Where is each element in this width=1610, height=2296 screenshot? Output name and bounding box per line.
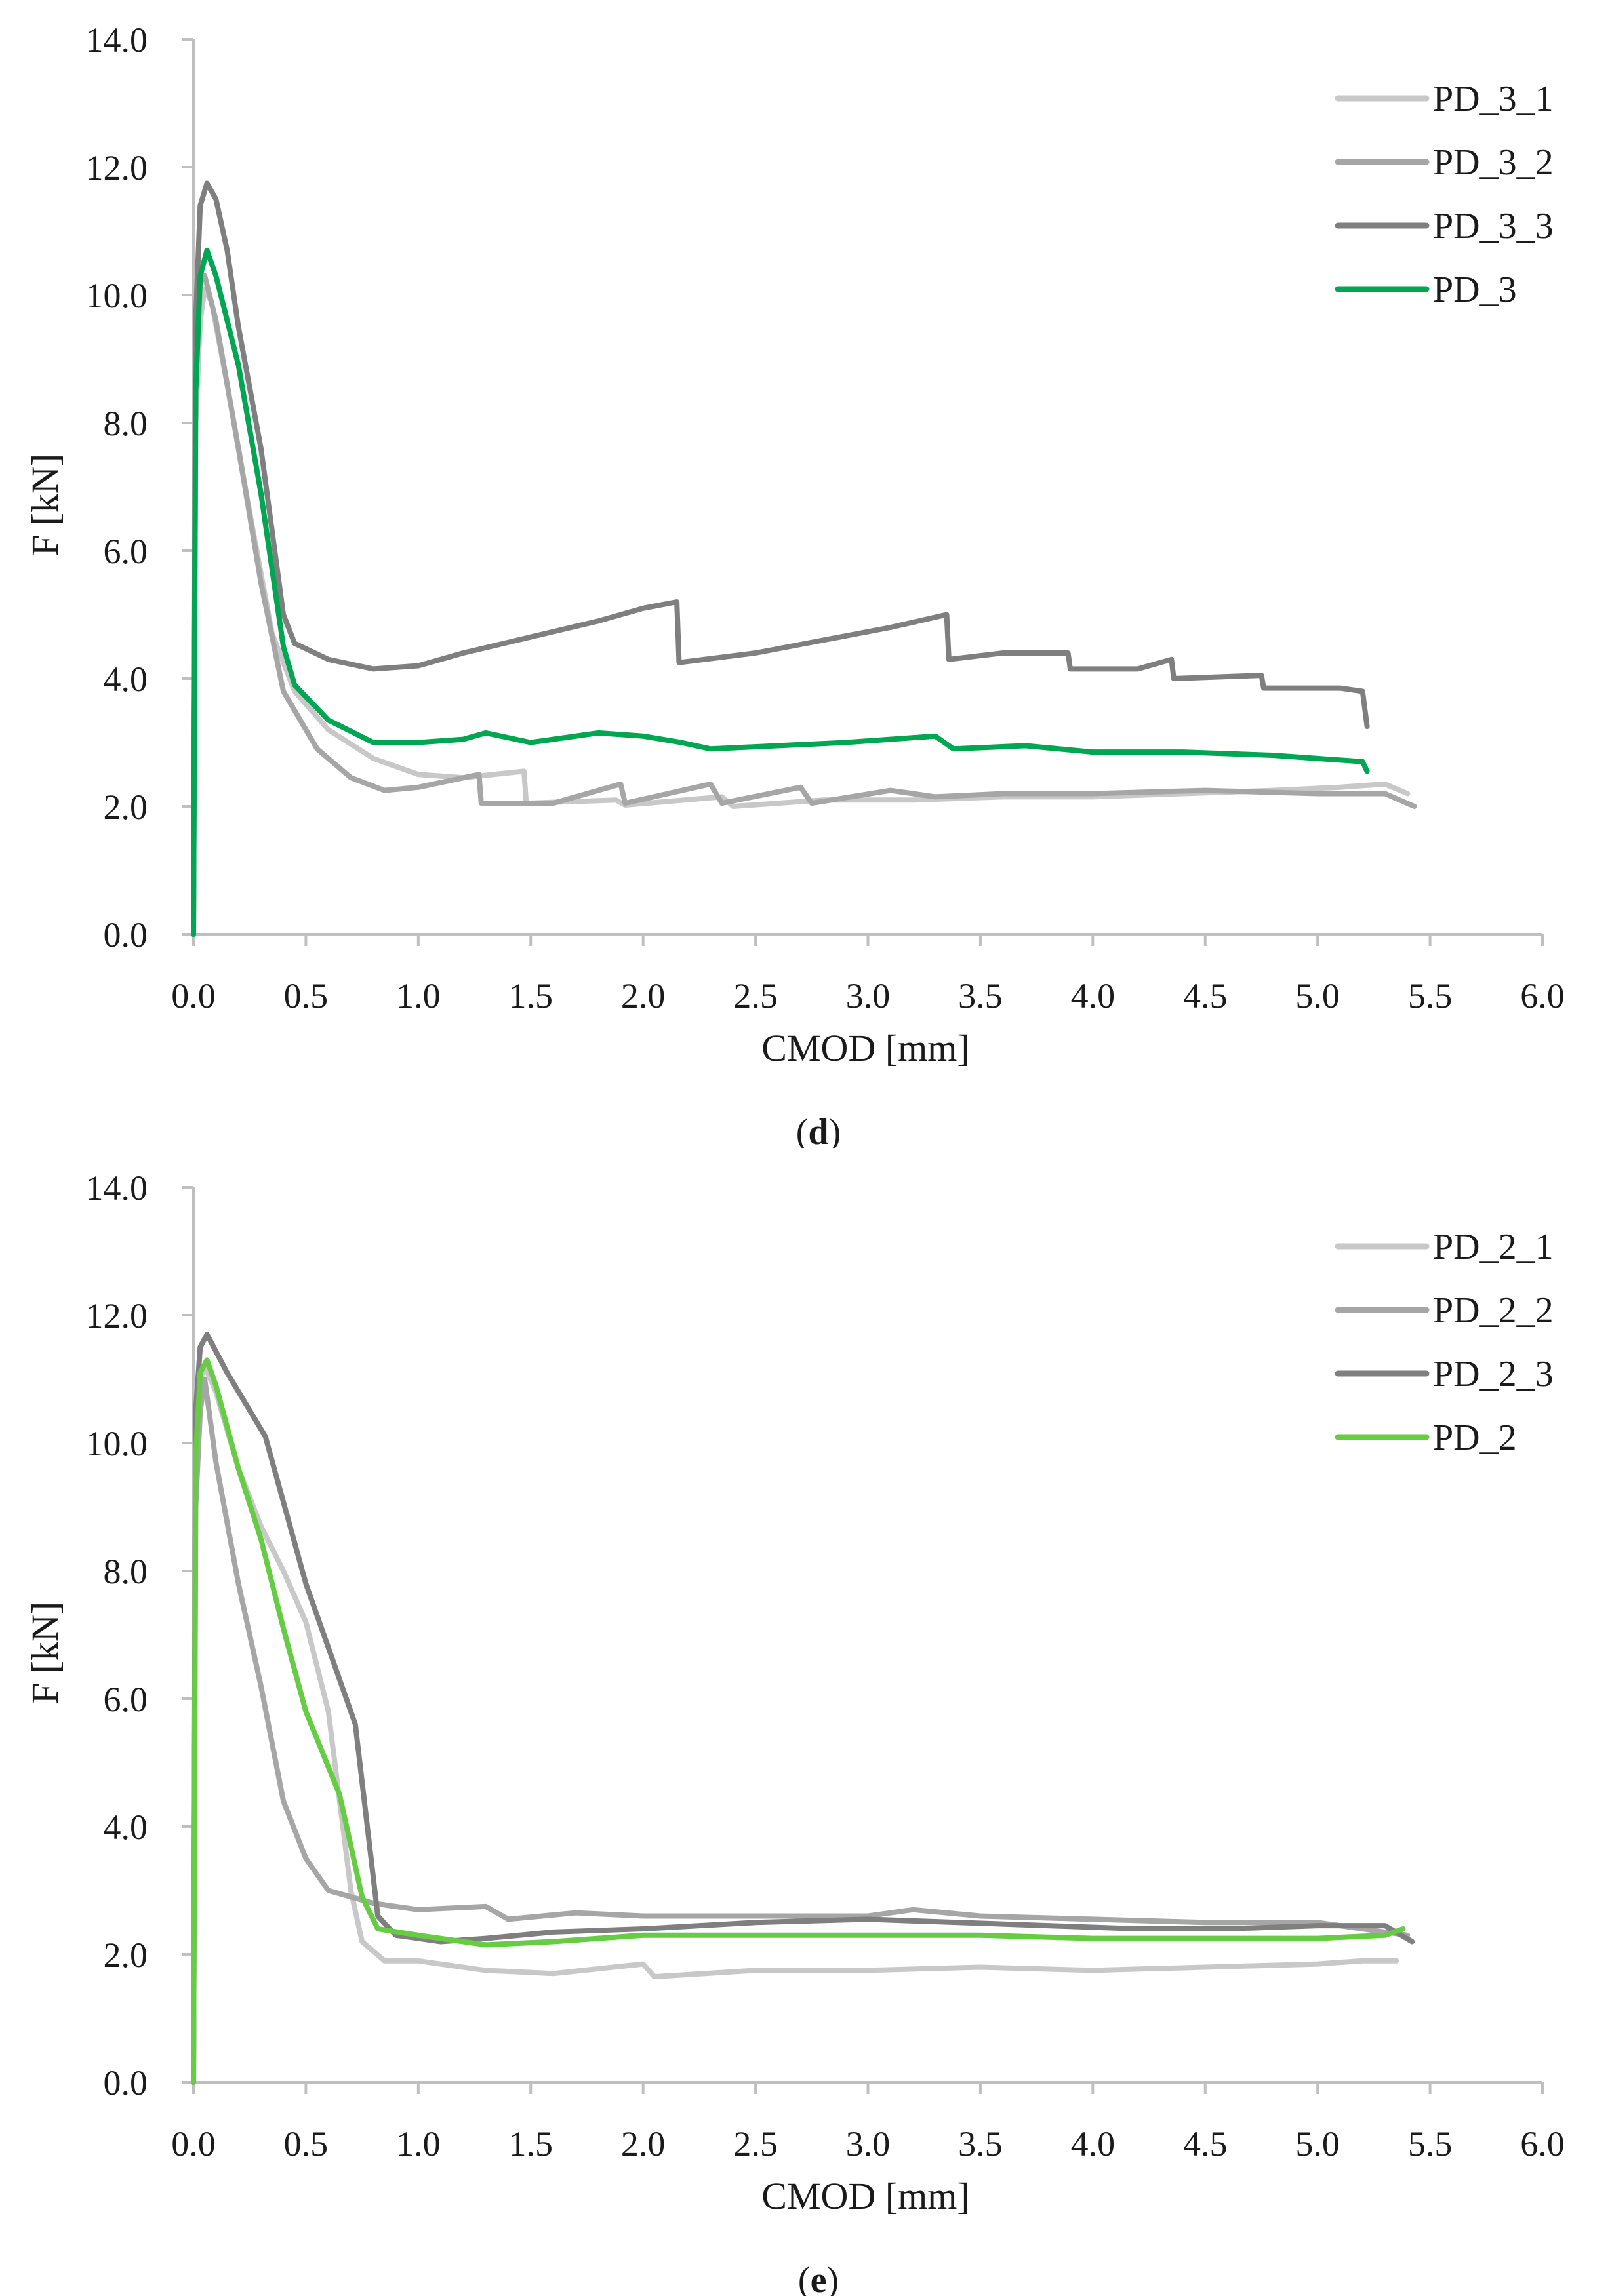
series-lines [191, 1332, 1415, 2085]
series-line-pd-3-1 [191, 286, 1411, 937]
y-axis-title: F [kN] [24, 454, 66, 556]
legend-label: PD_3_1 [1433, 79, 1554, 119]
y-tick-label: 12.0 [86, 1296, 148, 1336]
y-axis-ticks: 0.0 2.0 4.0 6.0 8.0 10.0 12.0 14.0 [86, 1168, 193, 2103]
y-tick-label: 4.0 [104, 660, 148, 699]
y-axis-ticks: 0.0 2.0 4.0 6.0 8.0 10.0 12.0 14.0 [86, 20, 193, 955]
series-line-pd-2-3 [191, 1332, 1415, 2085]
chart-panel-e: 0.0 2.0 4.0 6.0 8.0 10.0 12.0 14.0 0.0 0.5 1.0 1.5… [0, 1148, 1610, 2296]
x-tick-label: 0.0 [171, 976, 216, 1016]
y-tick-label: 0.0 [104, 915, 148, 955]
x-tick-label: 4.5 [1183, 2124, 1228, 2164]
x-axis-ticks: 0.0 0.5 1.0 1.5 2.0 2.5 3.0 3.5 4.0 4.5 5.0 5.5 6.0 [171, 934, 1565, 1016]
legend-label: PD_2_1 [1433, 1227, 1554, 1267]
y-tick-label: 10.0 [86, 1424, 148, 1463]
y-tick-label: 14.0 [86, 1168, 148, 1208]
axes [192, 1187, 1542, 2084]
x-tick-label: 1.0 [396, 976, 441, 1016]
legend-label: PD_3_3 [1433, 206, 1554, 247]
x-tick-label: 5.5 [1408, 2124, 1453, 2164]
caption-letter: d [808, 1112, 828, 1148]
legend-label: PD_3_2 [1433, 142, 1554, 183]
y-tick-label: 8.0 [104, 1552, 148, 1591]
series-line-pd-3-2 [191, 273, 1417, 937]
y-tick-label: 10.0 [86, 276, 148, 315]
x-tick-label: 0.0 [171, 2124, 216, 2164]
legend: PD_2_1 PD_2_2 PD_2_3 PD_2 [1335, 1227, 1554, 1458]
x-tick-label: 0.5 [284, 976, 329, 1016]
x-tick-label: 0.5 [284, 2124, 329, 2164]
legend-label: PD_2_2 [1433, 1290, 1554, 1331]
y-tick-label: 4.0 [104, 1808, 148, 1847]
series-line-pd-3-3 [191, 180, 1370, 937]
chart-panel-d: 0.0 2.0 4.0 6.0 8.0 10.0 12.0 14.0 0.0 0.5 1.0 1.5… [24, 20, 1565, 1148]
y-axis-title: F [kN] [24, 1602, 66, 1704]
x-axis-title: CMOD [mm] [761, 2175, 969, 2217]
x-tick-label: 4.0 [1071, 2124, 1116, 2164]
x-tick-label: 2.0 [621, 976, 666, 1016]
series-line-pd-2-1 [191, 1364, 1399, 2085]
x-tick-label: 3.5 [958, 976, 1003, 1016]
figure-caption: (e) [798, 2260, 839, 2296]
chart-e: 0.0 2.0 4.0 6.0 8.0 10.0 12.0 14.0 0.0 0.5 1.0 1.5… [24, 1168, 1565, 2296]
legend-label: PD_2 [1433, 1417, 1517, 1458]
x-tick-label: 1.5 [509, 976, 553, 1016]
x-tick-label: 2.5 [733, 976, 778, 1016]
series-lines [191, 180, 1417, 937]
x-tick-label: 6.0 [1520, 976, 1565, 1016]
legend-label: PD_2_3 [1433, 1354, 1554, 1395]
legend-label: PD_3 [1433, 269, 1517, 310]
x-tick-label: 4.5 [1183, 976, 1228, 1016]
x-tick-label: 5.0 [1295, 2124, 1340, 2164]
chart-d: 0.0 2.0 4.0 6.0 8.0 10.0 12.0 14.0 0.0 0.5 1.0 1.5… [24, 20, 1565, 1148]
y-tick-label: 6.0 [104, 1680, 148, 1719]
x-tick-label: 3.0 [846, 976, 891, 1016]
series-line-pd-2-2 [191, 1376, 1411, 2085]
series-line-pd-3 [191, 247, 1370, 937]
x-tick-label: 4.0 [1071, 976, 1116, 1016]
y-tick-label: 14.0 [86, 20, 148, 60]
x-tick-label: 3.5 [958, 2124, 1003, 2164]
x-tick-label: 1.0 [396, 2124, 441, 2164]
x-axis-title: CMOD [mm] [761, 1027, 969, 1069]
figure-caption: (d) [796, 1112, 841, 1148]
y-tick-label: 12.0 [86, 148, 148, 188]
x-axis-ticks: 0.0 0.5 1.0 1.5 2.0 2.5 3.0 3.5 4.0 4.5 5.0 5.5 6.0 [171, 2082, 1565, 2164]
x-tick-label: 5.5 [1408, 976, 1453, 1016]
y-tick-label: 0.0 [104, 2063, 148, 2103]
y-tick-label: 2.0 [104, 787, 148, 827]
x-tick-label: 5.0 [1295, 976, 1340, 1016]
series-line-pd-2 [191, 1357, 1406, 2085]
caption-letter: e [811, 2260, 827, 2296]
legend: PD_3_1 PD_3_2 PD_3_3 PD_3 [1335, 79, 1554, 310]
x-tick-label: 2.5 [733, 2124, 778, 2164]
y-tick-label: 6.0 [104, 532, 148, 571]
x-tick-label: 1.5 [509, 2124, 553, 2164]
y-tick-label: 2.0 [104, 1935, 148, 1975]
x-tick-label: 6.0 [1520, 2124, 1565, 2164]
x-tick-label: 2.0 [621, 2124, 666, 2164]
x-tick-label: 3.0 [846, 2124, 891, 2164]
y-tick-label: 8.0 [104, 404, 148, 443]
